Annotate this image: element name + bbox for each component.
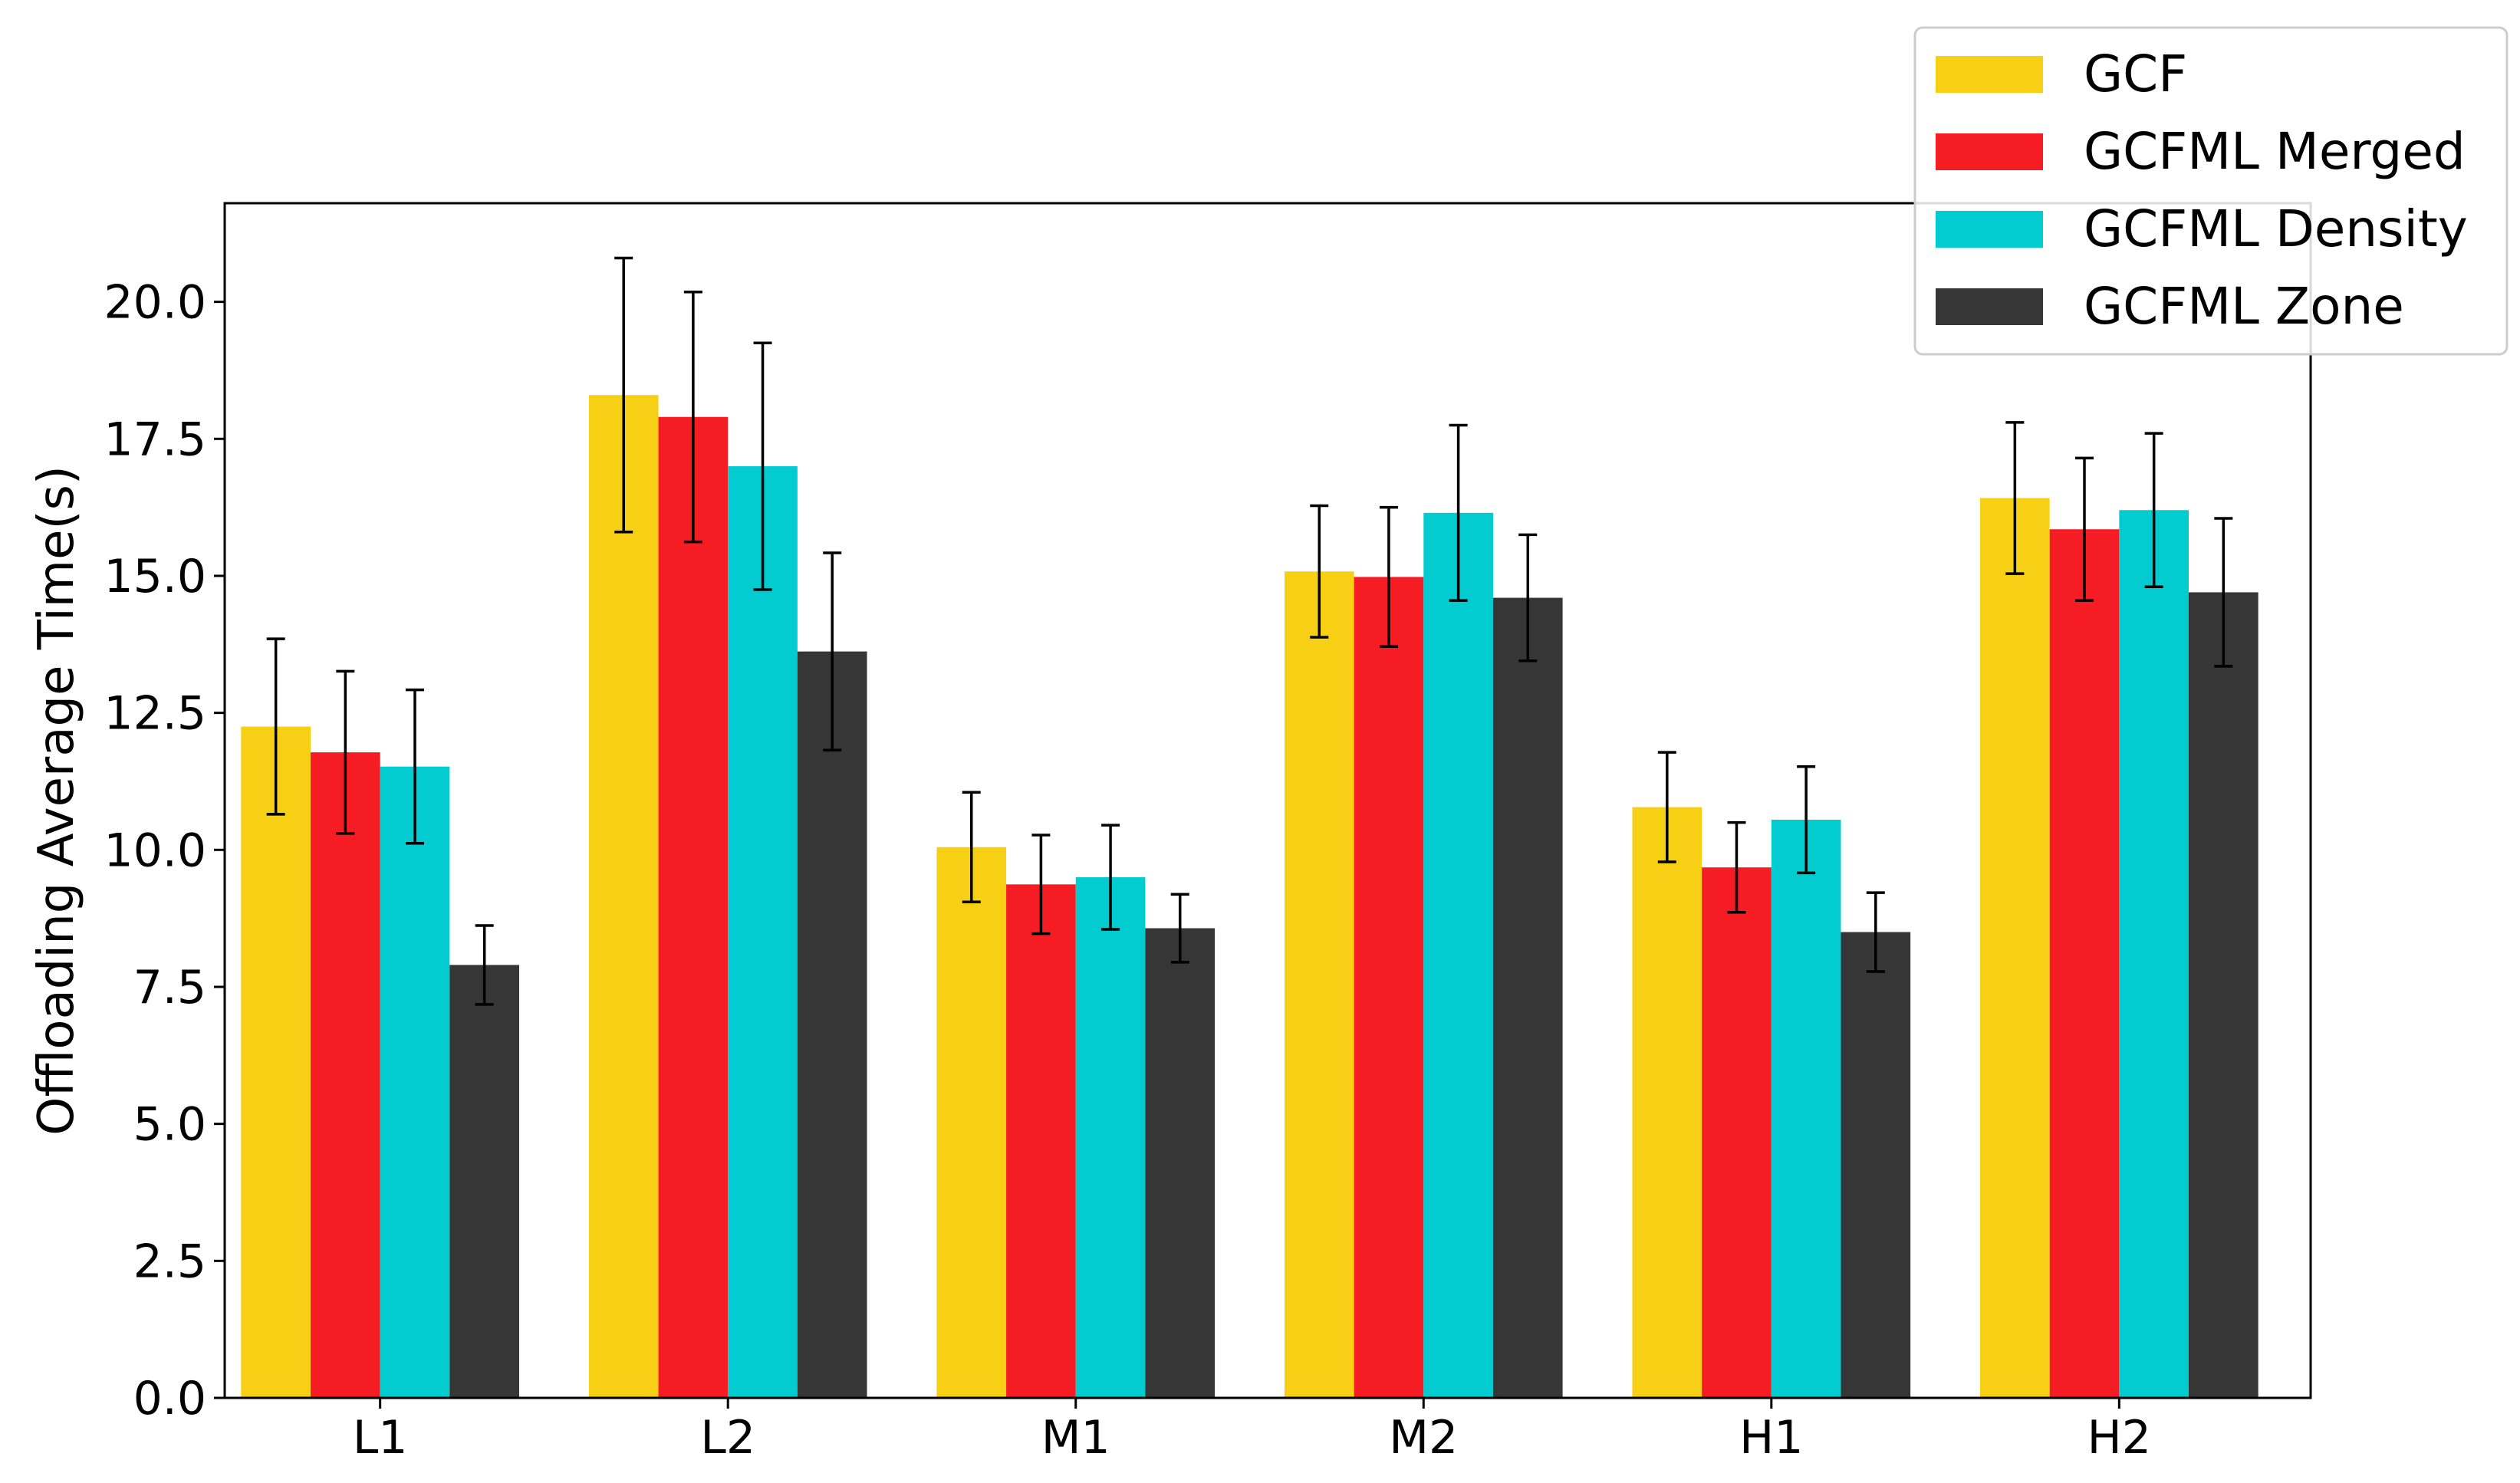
bar-gcfml-density-l1 bbox=[380, 766, 450, 1398]
y-tick-label: 17.5 bbox=[104, 413, 206, 466]
legend-swatch-gcf bbox=[1936, 56, 2043, 93]
bar-gcf-m2 bbox=[1284, 571, 1354, 1399]
bar-gcfml-merged-l1 bbox=[311, 752, 380, 1398]
legend-swatch-gcfml-zone bbox=[1936, 288, 2043, 325]
y-tick-label: 2.5 bbox=[133, 1235, 206, 1288]
x-tick-label-m2: M2 bbox=[1389, 1411, 1458, 1465]
legend-label-gcfml-merged: GCFML Merged bbox=[2084, 122, 2466, 181]
y-tick-label: 10.0 bbox=[104, 824, 206, 877]
y-tick-label: 0.0 bbox=[133, 1372, 206, 1425]
error-bars-layer bbox=[266, 256, 2233, 1006]
legend-swatch-gcfml-density bbox=[1936, 211, 2043, 248]
x-axis: L1 L2 M1 M2 H1 H2 bbox=[353, 1398, 2151, 1465]
bar-gcf-h1 bbox=[1632, 807, 1702, 1398]
plot-area-frame bbox=[223, 202, 2312, 1399]
bar-gcfml-zone-h2 bbox=[2189, 592, 2258, 1398]
bar-gcfml-density-h1 bbox=[1771, 820, 1841, 1398]
bar-gcfml-zone-m1 bbox=[1145, 928, 1216, 1398]
bar-gcf-m1 bbox=[936, 847, 1007, 1398]
legend-box bbox=[1913, 26, 2508, 356]
bar-gcfml-density-h2 bbox=[2119, 510, 2189, 1398]
bars-layer bbox=[241, 395, 2258, 1399]
bar-gcfml-merged-h2 bbox=[2049, 529, 2120, 1399]
bar-gcfml-density-l2 bbox=[728, 466, 798, 1398]
y-axis: 0.0 2.5 5.0 7.5 10.0 12.5 15.0 17.5 20.0 bbox=[104, 276, 225, 1425]
bar-gcfml-merged-h1 bbox=[1702, 867, 1772, 1398]
y-axis-title: Offloading Average Time(s) bbox=[28, 465, 85, 1136]
legend-label-gcfml-density: GCFML Density bbox=[2084, 199, 2468, 258]
legend-label-gcfml-zone: GCFML Zone bbox=[2084, 277, 2404, 336]
bar-gcfml-merged-m1 bbox=[1006, 884, 1076, 1398]
y-tick-label: 20.0 bbox=[104, 276, 206, 330]
x-tick-label-l1: L1 bbox=[353, 1411, 408, 1465]
y-tick-label: 12.5 bbox=[104, 687, 206, 741]
bar-gcfml-merged-m2 bbox=[1354, 577, 1424, 1398]
y-tick-label: 5.0 bbox=[133, 1098, 206, 1152]
bar-gcfml-zone-m2 bbox=[1492, 597, 1563, 1398]
bar-gcfml-zone-h1 bbox=[1841, 932, 1911, 1398]
bar-gcf-h2 bbox=[1980, 498, 2050, 1398]
x-tick-label-m1: M1 bbox=[1041, 1411, 1110, 1465]
y-tick-label: 7.5 bbox=[133, 961, 206, 1014]
bar-gcfml-zone-l1 bbox=[449, 965, 519, 1398]
bar-gcf-l2 bbox=[588, 395, 659, 1398]
x-tick-label-h2: H2 bbox=[2087, 1411, 2151, 1465]
bar-gcfml-density-m1 bbox=[1075, 877, 1146, 1398]
legend: GCF GCFML Merged GCFML Density GCFML Zone bbox=[1913, 26, 2508, 356]
bar-gcfml-density-m2 bbox=[1423, 512, 1493, 1398]
x-tick-label-h1: H1 bbox=[1739, 1411, 1803, 1465]
legend-swatch-gcfml-merged bbox=[1936, 133, 2043, 170]
bar-gcfml-merged-l2 bbox=[658, 416, 729, 1398]
legend-label-gcf: GCF bbox=[2084, 44, 2187, 104]
bar-gcfml-zone-l2 bbox=[797, 651, 867, 1398]
x-tick-label-l2: L2 bbox=[700, 1411, 755, 1465]
bar-gcf-l1 bbox=[241, 726, 311, 1398]
y-tick-label: 15.0 bbox=[104, 550, 206, 603]
